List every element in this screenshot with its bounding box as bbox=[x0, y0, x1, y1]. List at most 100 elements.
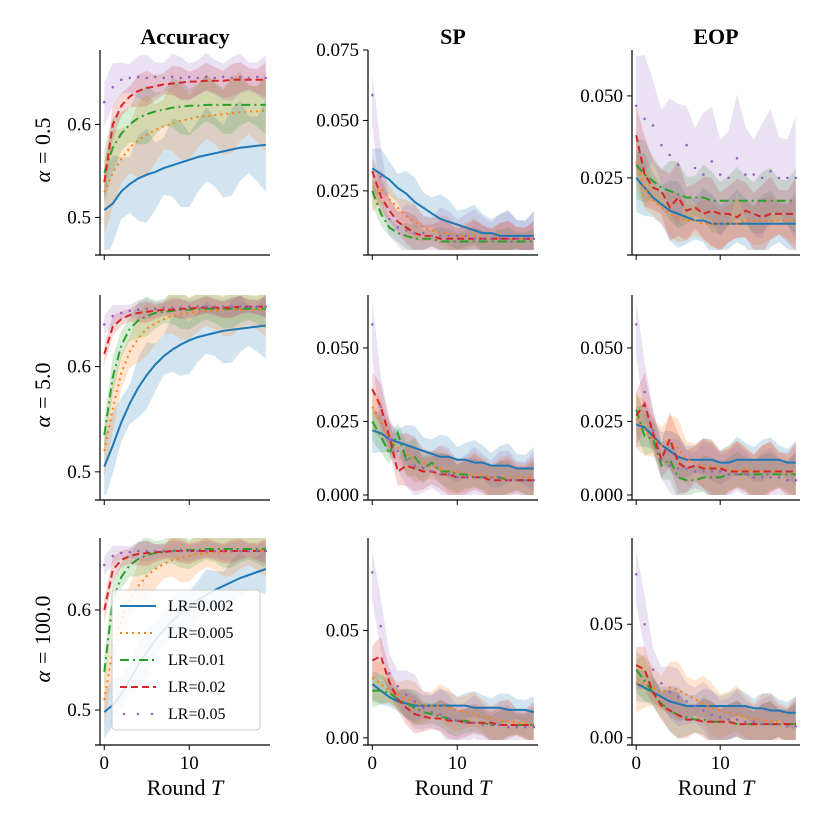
band-LR=0.005 bbox=[372, 169, 534, 250]
band-LR=0.01 bbox=[104, 295, 266, 456]
point-LR=0.05 bbox=[213, 549, 217, 553]
line-LR=0.01 bbox=[635, 409, 796, 482]
point-LR=0.05 bbox=[387, 672, 391, 675]
point-LR=0.05 bbox=[213, 76, 217, 80]
point-LR=0.05 bbox=[370, 93, 374, 97]
x-axis-label: Round T bbox=[678, 775, 756, 800]
point-LR=0.05 bbox=[515, 478, 519, 482]
point-LR=0.05 bbox=[744, 173, 747, 176]
point-LR=0.05 bbox=[179, 76, 183, 80]
point-LR=0.05 bbox=[481, 237, 485, 241]
point-LR=0.05 bbox=[379, 405, 383, 409]
point-LR=0.05 bbox=[685, 700, 688, 703]
band-LR=0.02 bbox=[372, 636, 534, 740]
point-LR=0.05 bbox=[264, 549, 268, 553]
point-LR=0.05 bbox=[447, 473, 451, 476]
band-LR=0.02 bbox=[104, 62, 266, 201]
y-tick-label: 0.025 bbox=[580, 168, 623, 189]
point-LR=0.05 bbox=[153, 307, 157, 310]
point-LR=0.05 bbox=[447, 234, 451, 238]
legend-label-LR=0.05: LR=0.05 bbox=[168, 706, 225, 723]
point-LR=0.05 bbox=[760, 176, 764, 180]
point-LR=0.05 bbox=[396, 684, 400, 688]
point-LR=0.05 bbox=[472, 721, 476, 725]
point-LR=0.05 bbox=[769, 476, 772, 479]
point-LR=0.05 bbox=[643, 117, 646, 121]
point-LR=0.05 bbox=[643, 622, 646, 626]
panel-sp-α=100.0: 0.00 0.05 0 10 bbox=[326, 538, 538, 774]
point-LR=0.05 bbox=[676, 467, 680, 470]
x-tick-label: 0 bbox=[100, 753, 110, 774]
point-LR=0.05 bbox=[489, 476, 493, 479]
point-LR=0.05 bbox=[238, 549, 242, 553]
point-LR=0.05 bbox=[702, 470, 705, 473]
x-tick-label: 0 bbox=[631, 753, 641, 774]
point-LR=0.05 bbox=[438, 473, 442, 476]
band-LR=0.02 bbox=[104, 538, 266, 623]
line-LR=0.005 bbox=[371, 406, 534, 479]
row-label-alpha-5.0: α = 5.0 bbox=[30, 363, 55, 428]
panel-eop-α=5.0: 0.000 0.025 0.050 bbox=[580, 295, 800, 506]
point-LR=0.05 bbox=[221, 305, 225, 308]
legend-box bbox=[111, 589, 261, 731]
point-LR=0.05 bbox=[660, 143, 663, 147]
point-LR=0.05 bbox=[634, 573, 638, 576]
point-LR=0.05 bbox=[179, 549, 183, 553]
line-LR=0.01 bbox=[371, 190, 534, 243]
point-LR=0.05 bbox=[196, 76, 200, 80]
point-LR=0.05 bbox=[379, 624, 383, 628]
point-LR=0.05 bbox=[187, 549, 191, 553]
y-tick-label: 0.5 bbox=[67, 700, 91, 721]
line-LR=0.002 bbox=[371, 167, 534, 237]
point-LR=0.05 bbox=[752, 476, 756, 479]
y-tick-label: 0.075 bbox=[316, 40, 359, 61]
point-LR=0.05 bbox=[162, 549, 166, 553]
point-LR=0.05 bbox=[660, 458, 663, 462]
point-LR=0.05 bbox=[752, 173, 756, 176]
band-LR=0.01 bbox=[104, 74, 266, 204]
point-LR=0.05 bbox=[718, 716, 722, 719]
point-LR=0.05 bbox=[379, 175, 383, 179]
x-tick-label: 0 bbox=[368, 753, 378, 774]
point-LR=0.05 bbox=[430, 234, 434, 238]
point-LR=0.05 bbox=[438, 712, 442, 716]
row-label-value: 5.0 bbox=[30, 363, 55, 391]
line-LR=0.002 bbox=[635, 423, 796, 464]
point-LR=0.05 bbox=[532, 237, 536, 241]
point-LR=0.05 bbox=[685, 467, 688, 470]
point-LR=0.05 bbox=[179, 306, 183, 309]
point-LR=0.05 bbox=[404, 228, 408, 232]
point-LR=0.05 bbox=[455, 719, 459, 722]
point-LR=0.05 bbox=[204, 305, 208, 308]
line-LR=0.002 bbox=[635, 682, 796, 714]
panel-eop-α=100.0: 0.00 0.05 0 10 bbox=[590, 538, 800, 774]
point-LR=0.05 bbox=[136, 549, 140, 553]
point-LR=0.05 bbox=[727, 718, 730, 721]
band-LR=0.01 bbox=[104, 538, 266, 692]
y-tick-label: 0.050 bbox=[316, 110, 359, 131]
panel-sp-α=5.0: 0.000 0.025 0.050 bbox=[316, 295, 538, 506]
point-LR=0.05 bbox=[119, 551, 123, 555]
x-tick-label: 10 bbox=[448, 753, 467, 774]
x-tick-label: 10 bbox=[711, 753, 730, 774]
panel-accuracy-α=0.5: 0.5 0.6 bbox=[67, 50, 270, 260]
point-LR=0.05 bbox=[718, 173, 722, 176]
point-LR=0.05 bbox=[710, 470, 714, 473]
band-LR=0.01 bbox=[636, 392, 796, 495]
band-LR=0.002 bbox=[104, 295, 266, 495]
y-tick-label: 0.025 bbox=[316, 181, 359, 202]
point-LR=0.05 bbox=[727, 176, 730, 180]
point-LR=0.05 bbox=[794, 478, 798, 482]
point-LR=0.05 bbox=[481, 476, 485, 479]
y-tick-label: 0.05 bbox=[590, 614, 623, 635]
point-LR=0.05 bbox=[735, 473, 739, 476]
point-LR=0.05 bbox=[472, 237, 476, 241]
point-LR=0.05 bbox=[136, 75, 140, 79]
point-LR=0.05 bbox=[255, 75, 259, 79]
point-LR=0.05 bbox=[769, 722, 772, 726]
band-LR=0.05 bbox=[372, 550, 534, 740]
row-label-value: 0.5 bbox=[30, 118, 55, 146]
point-LR=0.05 bbox=[153, 549, 157, 553]
point-LR=0.05 bbox=[187, 305, 191, 308]
line-LR=0.01 bbox=[103, 103, 266, 174]
